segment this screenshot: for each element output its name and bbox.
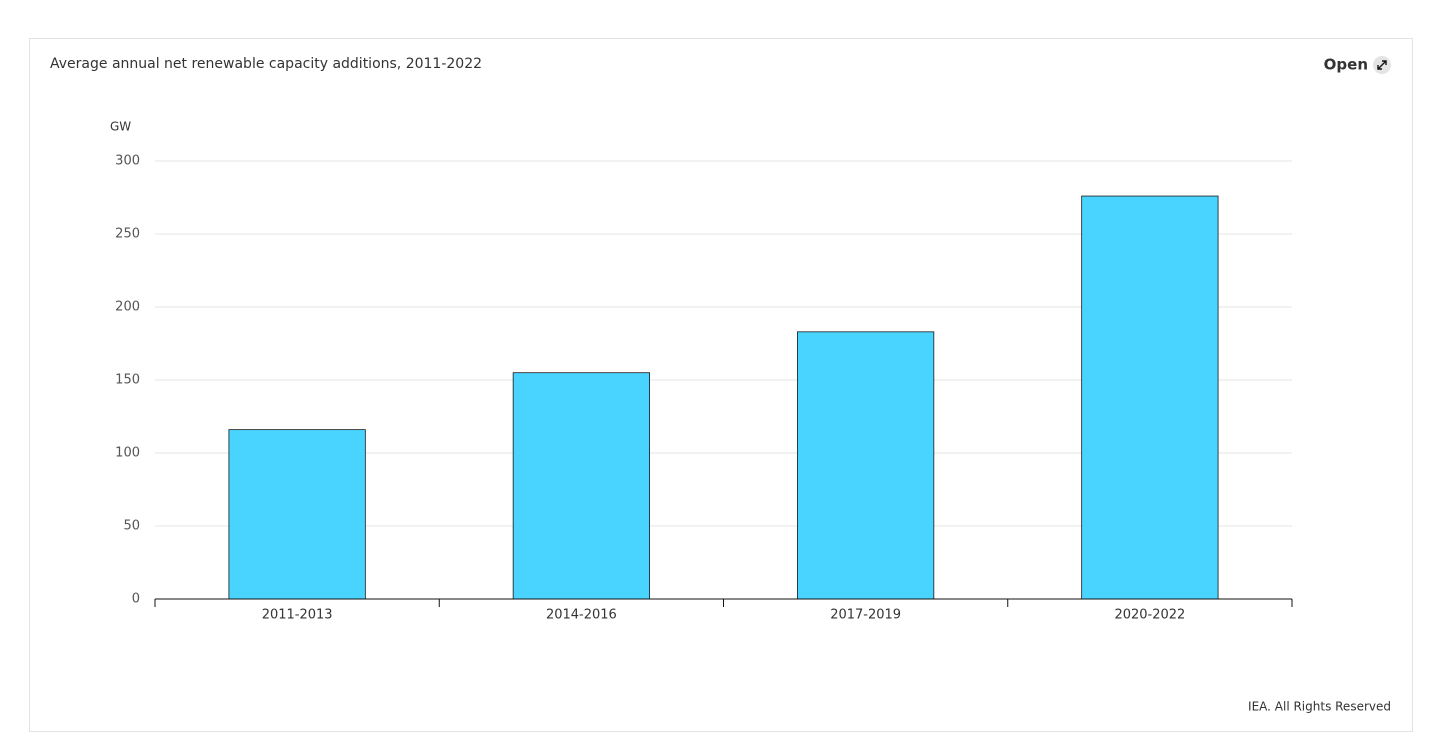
y-tick-label: 50 [123,519,140,534]
open-button[interactable]: Open [1324,56,1391,75]
bar [512,372,650,600]
y-tick-label: 300 [115,154,140,169]
y-tick-label: 200 [115,300,140,315]
y-tick-label: 150 [115,373,140,388]
y-tick-label: 100 [115,446,140,461]
x-tick-label: 2020-2022 [1114,608,1185,623]
open-arrow [1377,60,1387,70]
y-tick-label: 0 [132,592,140,607]
bar [228,429,366,600]
x-tick-label: 2011-2013 [262,608,333,623]
chart-title: Average annual net renewable capacity ad… [50,56,482,72]
bar [797,331,935,600]
y-tick-label: 250 [115,227,140,242]
open-link[interactable]: Open [1324,56,1368,74]
y-unit: GW [110,120,131,134]
bar [1081,195,1219,600]
source-note: IEA. All Rights Reserved [1248,700,1391,714]
x-tick-label: 2017-2019 [830,608,901,623]
x-tick-label: 2014-2016 [546,608,617,623]
